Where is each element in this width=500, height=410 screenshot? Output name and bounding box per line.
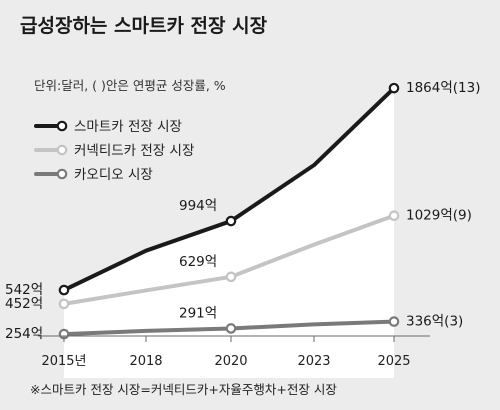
data-label: 629억 [179, 254, 217, 270]
data-label: 994억 [179, 198, 217, 214]
data-label: 1029억(9) [406, 208, 472, 224]
data-point [58, 284, 70, 296]
data-label: 254억 [5, 326, 43, 342]
x-tick-label: 2023 [297, 354, 330, 369]
data-point [388, 210, 400, 222]
series-layer [58, 82, 400, 340]
unit-note: 단위:달러, ( )안은 연평균 성장률, % [34, 78, 226, 93]
legend-label: 카오디오 시장 [74, 167, 153, 183]
data-point [225, 323, 237, 334]
legend-marker [56, 144, 68, 156]
footnote: ※스마트카 전장 시장=커넥티드카+자율주행차+전장 시장 [30, 382, 337, 397]
legend-label: 커넥티드카 전장 시장 [74, 143, 194, 159]
x-tick-label: 2018 [129, 354, 162, 369]
data-point [225, 215, 237, 227]
chart-title: 급성장하는 스마트카 전장 시장 [20, 15, 268, 37]
x-tick-label: 2025 [377, 354, 410, 369]
data-labels: 542억 994억 1864억(13) 452억 629억 1029억(9) 254억 291… [5, 80, 481, 342]
x-axis-ticks: 2015년 2018 2020 2023 2025 [41, 336, 411, 369]
data-label: 291억 [179, 305, 217, 321]
data-label: 1864억(13) [406, 80, 481, 96]
data-label: 542억 [5, 282, 43, 298]
legend-label: 스마트카 전장 시장 [74, 119, 182, 135]
plot-area-fill [64, 88, 394, 378]
legend-marker [56, 168, 68, 180]
data-point [388, 316, 400, 327]
x-tick-label: 2020 [214, 354, 247, 369]
data-point [225, 271, 237, 283]
data-point [58, 298, 70, 310]
x-tick-label: 2015년 [41, 354, 86, 369]
legend-marker [56, 120, 68, 132]
footer-band [0, 378, 500, 410]
data-label: 452억 [5, 296, 43, 312]
data-point [388, 82, 400, 94]
data-label: 336억(3) [406, 314, 463, 330]
